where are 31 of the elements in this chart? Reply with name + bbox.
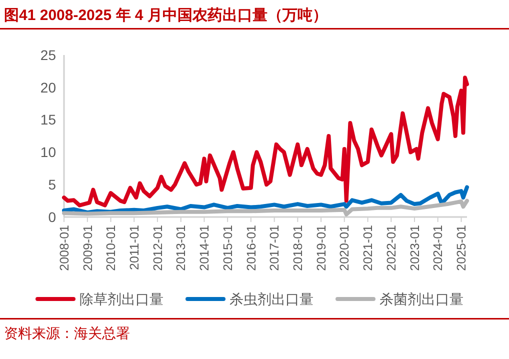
x-tick-label: 2019-01 [314,224,328,271]
x-tick-label: 2023-01 [408,224,422,271]
x-tick-label: 2015-01 [220,224,235,271]
y-tick-label: 0 [48,208,56,225]
y-tick-label: 10 [40,144,56,160]
legend-label: 杀虫剂出口量 [230,290,314,307]
line-series [62,185,469,214]
x-tick-label: 2021-01 [361,224,376,271]
y-tick-label: 20 [40,79,56,96]
line-series [62,76,469,208]
x-tick-label: 2017-01 [268,224,282,271]
x-tick-label: 2024-01 [431,224,446,271]
x-tick-label: 2020-01 [338,224,352,271]
legend-label: 除草剂出口量 [80,290,164,307]
legend-label: 杀菌剂出口量 [380,290,464,307]
x-tick-label: 2012-01 [150,224,165,271]
x-tick-label: 2013-01 [174,224,188,271]
y-tick-label: 15 [40,112,56,128]
y-tick-label: 5 [48,176,56,192]
y-tick-label: 25 [40,46,56,63]
x-tick-label: 2010-01 [104,224,118,271]
x-tick-label: 2014-01 [198,224,212,271]
x-tick-label: 2008-01 [57,224,72,271]
x-tick-label: 2025-01 [454,224,469,271]
x-tick-label: 2016-01 [244,224,258,271]
x-tick-label: 2022-01 [384,224,399,271]
text: 资料来源：海关总署 [4,325,130,341]
chart-title: 图41 2008-2025 年 4 月中国农药出口量（万吨） [4,7,328,24]
x-tick-label: 2018-01 [291,224,306,271]
x-tick-label: 2009-01 [80,224,95,271]
x-tick-label: 2011-01 [127,224,142,270]
